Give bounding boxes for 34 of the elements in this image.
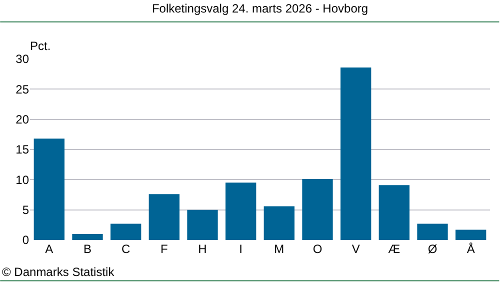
y-tick-label: 5 <box>22 203 30 218</box>
x-tick-label: Æ <box>388 242 400 256</box>
x-tick-label: A <box>45 242 54 256</box>
bar <box>340 67 372 240</box>
y-tick-label: 20 <box>16 112 30 127</box>
y-tick-label: 30 <box>16 52 30 66</box>
x-tick-label: B <box>83 242 92 256</box>
x-tick-label: I <box>239 242 242 256</box>
x-tick-label: Ø <box>428 242 438 256</box>
x-tick-label: Å <box>466 242 475 256</box>
x-tick-label: H <box>198 242 207 256</box>
bar <box>264 206 294 240</box>
bar <box>110 224 142 240</box>
bar <box>226 182 256 240</box>
x-tick-label: O <box>312 242 322 256</box>
bar <box>417 224 448 240</box>
y-tick-label: 10 <box>16 172 30 187</box>
bar <box>34 138 64 240</box>
bar <box>302 179 333 240</box>
y-tick-label: 15 <box>16 142 30 157</box>
bar <box>148 194 180 240</box>
chart-title: Folketingsvalg 24. marts 2026 - Hovborg <box>152 2 368 16</box>
bar <box>187 210 218 240</box>
bar <box>72 234 103 240</box>
y-tick-label: 0 <box>22 233 30 248</box>
x-tick-label: M <box>274 242 284 256</box>
x-tick-label: C <box>121 242 130 256</box>
text: © Danmarks Statistik <box>2 265 116 279</box>
bar <box>378 185 410 240</box>
x-tick-label: V <box>352 242 360 256</box>
y-axis-title: Pct. <box>30 39 51 53</box>
y-tick-label: 25 <box>16 82 30 96</box>
x-tick-label: F <box>160 242 168 256</box>
bar <box>456 230 486 240</box>
